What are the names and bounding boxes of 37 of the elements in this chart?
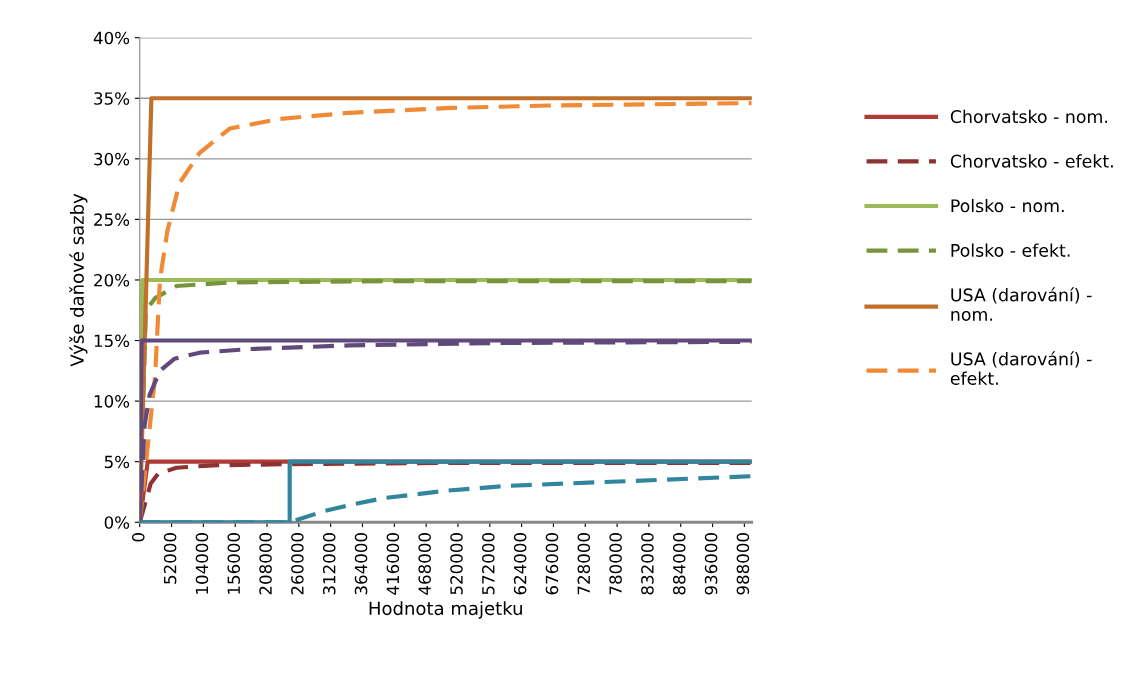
x-tick-label: 104000 — [195, 533, 209, 594]
y-tick-label: 20% — [94, 273, 130, 287]
legend-label: USA (darování) - nom. — [951, 287, 1092, 321]
legend-label: USA (darování) - efekt. — [950, 351, 1092, 385]
x-tick-label: 676000 — [545, 533, 559, 595]
y-tick-label: 30% — [94, 152, 130, 166]
x-tick-label: 312000 — [322, 533, 336, 595]
x-tick-label: 520000 — [450, 533, 463, 595]
x-tick-label: 936000 — [704, 533, 718, 595]
x-tick-label: 832000 — [641, 533, 654, 595]
x-tick-label: 260000 — [291, 533, 304, 595]
legend-label: Chorvatsko - efekt. — [950, 154, 1113, 168]
x-tick-label: 156000 — [227, 533, 241, 594]
x-tick-label: 624000 — [513, 533, 527, 595]
x-tick-label: 988000 — [736, 533, 750, 595]
x-tick-label: 208000 — [259, 533, 272, 595]
x-tick-label: 884000 — [672, 533, 686, 595]
legend-label: Chorvatsko - nom. — [950, 109, 1108, 124]
x-axis-title: Hodnota majetku — [369, 601, 522, 619]
x-tick-label: 572000 — [482, 533, 495, 595]
x-tick-label: 780000 — [609, 533, 622, 595]
y-tick-label: 10% — [94, 395, 130, 408]
x-tick-label: 416000 — [386, 533, 400, 595]
legend-label: Polsko - nom. — [951, 198, 1064, 213]
y-tick-label: 0% — [104, 516, 130, 529]
y-axis-title: Výše daňové sazby — [69, 193, 88, 367]
y-tick-label: 5% — [104, 455, 130, 469]
x-tick-label: 52000 — [163, 533, 177, 584]
x-tick-label: 468000 — [418, 533, 431, 595]
x-tick-label: 728000 — [577, 533, 591, 595]
y-tick-label: 25% — [94, 213, 130, 226]
legend-label: Polsko - efekt. — [951, 243, 1070, 257]
y-tick-label: 15% — [94, 334, 130, 348]
y-tick-label: 35% — [94, 92, 130, 105]
y-tick-label: 40% — [93, 31, 130, 45]
x-tick-label: 0 — [131, 533, 145, 542]
x-tick-label: 364000 — [354, 533, 368, 595]
